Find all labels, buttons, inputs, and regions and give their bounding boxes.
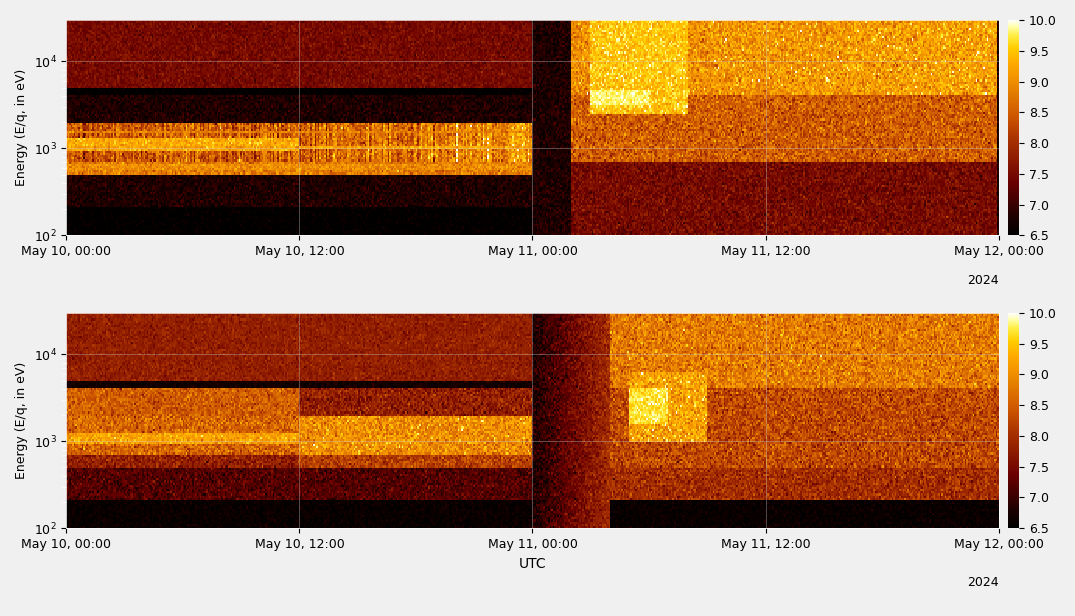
Text: 2024: 2024 — [968, 575, 999, 589]
Text: 2024: 2024 — [968, 274, 999, 287]
Y-axis label: Energy (E/q, in eV): Energy (E/q, in eV) — [15, 362, 28, 479]
Y-axis label: Energy (E/q, in eV): Energy (E/q, in eV) — [15, 69, 28, 186]
X-axis label: UTC: UTC — [518, 556, 546, 570]
